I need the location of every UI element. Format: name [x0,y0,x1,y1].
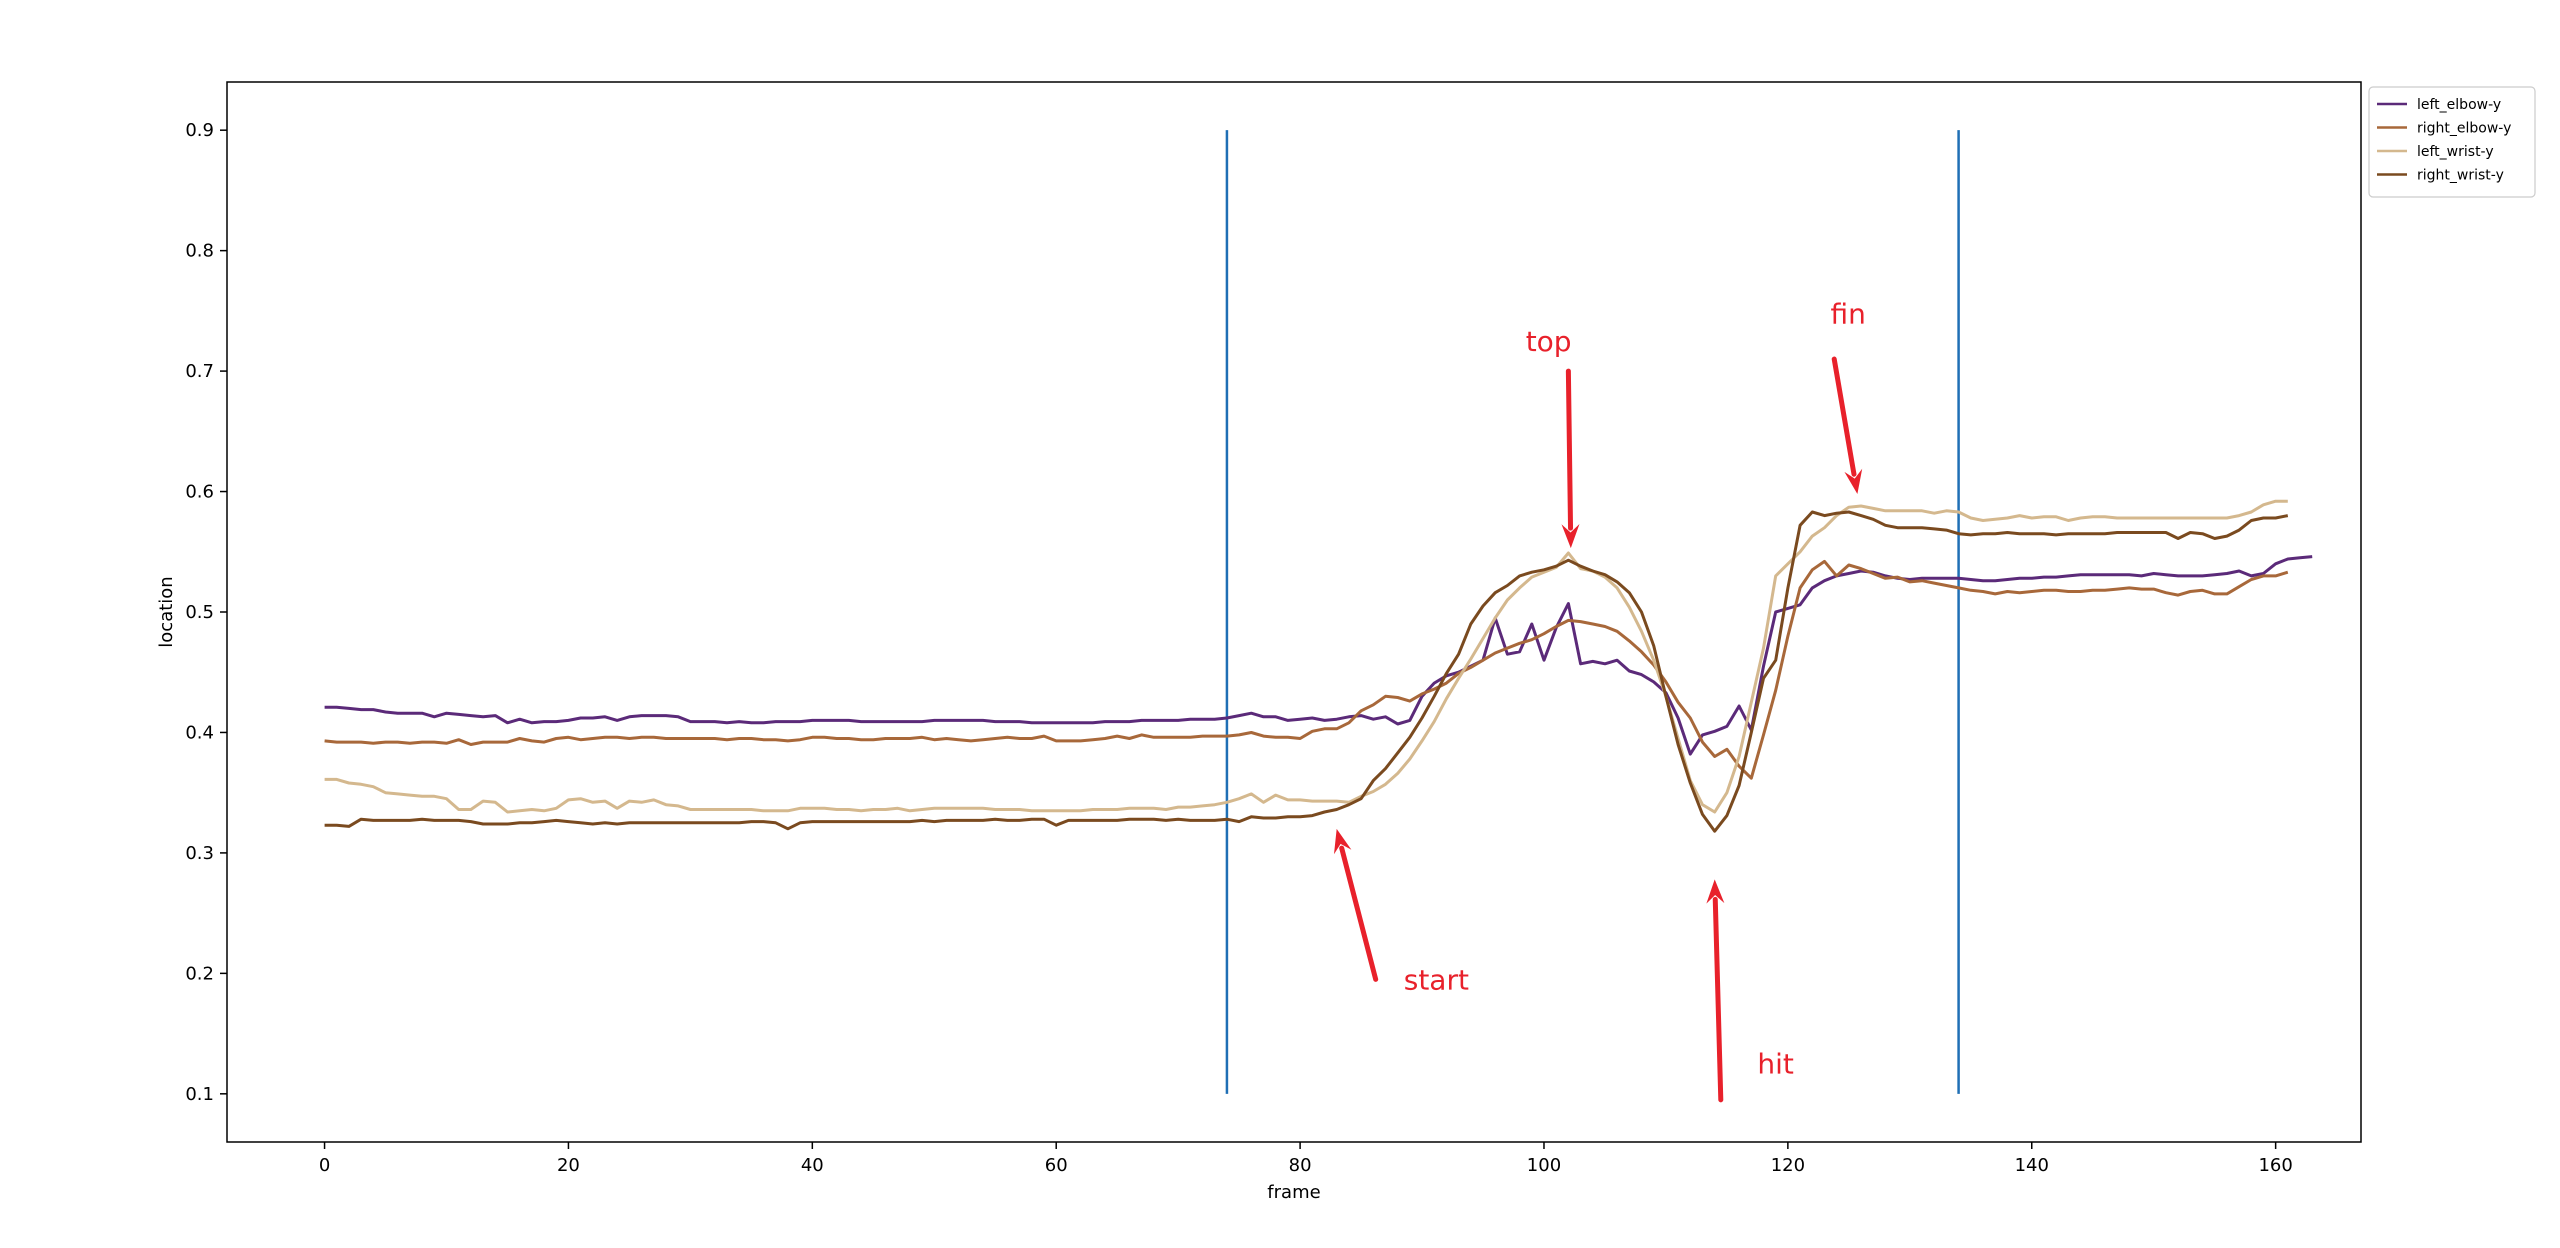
annotation-label: top [1526,325,1572,358]
annotation-arrow-shaft [1339,845,1379,982]
y-tick-label: 0.3 [185,843,214,864]
annotation-label: hit [1757,1048,1794,1081]
annotation-label: start [1404,963,1469,996]
y-tick-label: 0.7 [185,361,214,382]
y-tick-label: 0.4 [185,722,214,743]
legend-entry: left_wrist-y [2417,144,2494,160]
legend: left_elbow-y right_elbow-y left_wrist-yrig… [2368,86,2536,198]
y-axis-title: location [156,576,177,647]
x-tick-label: 140 [2015,1155,2049,1176]
legend-entry: right_elbow-y [2417,121,2511,137]
annotation-arrow-shaft [1831,356,1857,477]
x-axis-ticks: 0 20 40 60 80 100 120 140 160 [319,1142,2293,1176]
y-tick-label: 0.8 [185,241,214,262]
annotation-label: fin [1831,297,1866,330]
x-tick-label: 120 [1771,1155,1805,1176]
x-axis-title: frame [1267,1182,1320,1203]
annotation-arrow-shaft [1712,896,1724,1103]
y-tick-label: 0.6 [185,482,214,503]
y-tick-label: 0.2 [185,963,214,984]
x-tick-label: 20 [557,1155,580,1176]
x-tick-label: 80 [1289,1155,1312,1176]
y-tick-label: 0.9 [185,120,214,141]
x-tick-label: 160 [2258,1155,2292,1176]
series-line-right_wrist-y [324,510,2289,833]
series-line-left_elbow-y [324,555,2313,756]
series-lines [324,499,2313,833]
annotation-arrow-head [1561,524,1580,549]
y-tick-label: 0.1 [185,1084,214,1105]
x-tick-label: 0 [319,1155,330,1176]
vertical-markers [1225,130,1960,1094]
legend-entry: right_wrist-y [2417,168,2504,184]
series-line-right_elbow-y [324,559,2289,780]
annotation-arrow-shaft [1565,368,1574,531]
y-tick-label: 0.5 [185,602,214,623]
x-tick-label: 40 [801,1155,824,1176]
annotation-arrow-head [1844,468,1863,494]
legend-box [2368,86,2536,198]
annotation-arrow-head [1333,828,1352,855]
x-tick-label: 100 [1527,1155,1561,1176]
annotation-arrow-head [1706,879,1725,904]
legend-entry: left_elbow-y [2417,97,2501,113]
x-tick-label: 60 [1045,1155,1068,1176]
series-line-left_wrist-y [324,499,2288,814]
annotations: start top hit fin [1333,297,1866,1103]
y-axis-ticks: 0.1 0.2 0.3 0.4 0.5 0.6 0.7 0.8 0.9 [185,120,227,1105]
